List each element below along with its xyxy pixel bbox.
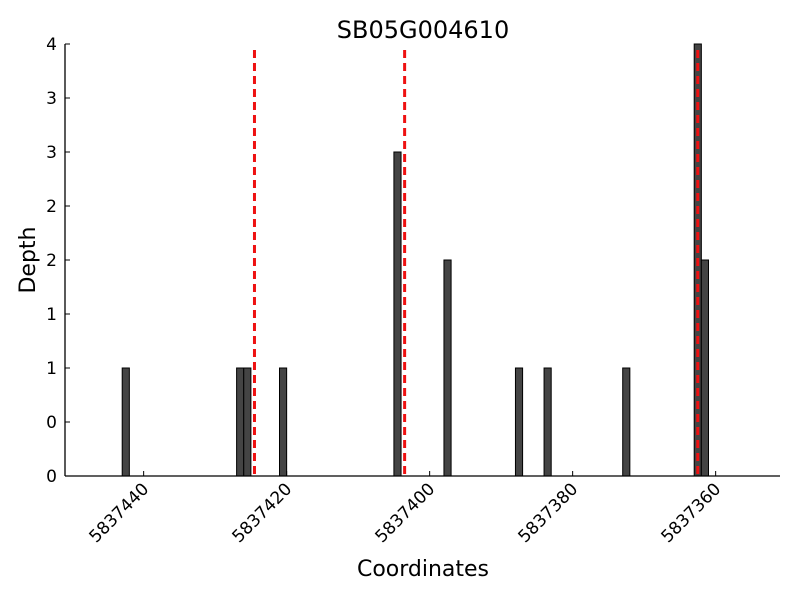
bar <box>543 367 552 477</box>
bar <box>279 367 288 477</box>
bar <box>236 367 245 477</box>
x-tick-label: 5837380 <box>515 479 583 547</box>
bar <box>443 259 452 477</box>
y-tick-label: 1 <box>46 359 57 379</box>
x-axis-label: Coordinates <box>357 557 489 582</box>
y-axis-label: Depth <box>16 226 41 293</box>
x-tick-label: 5837440 <box>86 479 154 547</box>
chart-title: SB05G004610 <box>337 16 509 44</box>
y-tick-label: 3 <box>46 89 57 109</box>
x-tick-label: 5837400 <box>372 479 440 547</box>
y-tick-label: 0 <box>46 467 57 487</box>
bar <box>393 151 402 477</box>
x-tick-label: 5837420 <box>229 479 297 547</box>
y-tick-label: 3 <box>46 143 57 163</box>
bar <box>243 367 252 477</box>
y-tick-label: 2 <box>46 251 57 271</box>
y-tick-label: 1 <box>46 305 57 325</box>
y-tick-label: 0 <box>46 413 57 433</box>
bar <box>514 367 524 477</box>
bar <box>121 367 130 477</box>
bar <box>622 367 631 477</box>
x-tick-label: 5837360 <box>658 479 726 547</box>
y-tick-label: 4 <box>46 35 57 55</box>
y-tick-label: 2 <box>46 197 57 217</box>
bar <box>700 259 709 477</box>
